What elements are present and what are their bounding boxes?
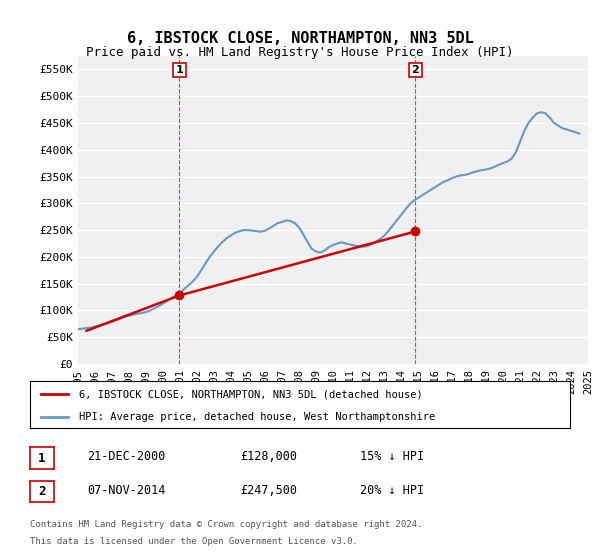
- Text: 2: 2: [38, 485, 46, 498]
- Text: HPI: Average price, detached house, West Northamptonshire: HPI: Average price, detached house, West…: [79, 412, 435, 422]
- Text: Contains HM Land Registry data © Crown copyright and database right 2024.: Contains HM Land Registry data © Crown c…: [30, 520, 422, 529]
- Text: 21-DEC-2000: 21-DEC-2000: [87, 450, 166, 463]
- Text: 1: 1: [176, 65, 184, 75]
- Text: 6, IBSTOCK CLOSE, NORTHAMPTON, NN3 5DL (detached house): 6, IBSTOCK CLOSE, NORTHAMPTON, NN3 5DL (…: [79, 389, 422, 399]
- Text: 6, IBSTOCK CLOSE, NORTHAMPTON, NN3 5DL: 6, IBSTOCK CLOSE, NORTHAMPTON, NN3 5DL: [127, 31, 473, 46]
- Text: Price paid vs. HM Land Registry's House Price Index (HPI): Price paid vs. HM Land Registry's House …: [86, 46, 514, 59]
- Text: £247,500: £247,500: [240, 483, 297, 497]
- Text: This data is licensed under the Open Government Licence v3.0.: This data is licensed under the Open Gov…: [30, 537, 358, 546]
- Text: 2: 2: [412, 65, 419, 75]
- Text: 07-NOV-2014: 07-NOV-2014: [87, 483, 166, 497]
- Text: 20% ↓ HPI: 20% ↓ HPI: [360, 483, 424, 497]
- Text: 1: 1: [38, 451, 46, 465]
- Text: £128,000: £128,000: [240, 450, 297, 463]
- Text: 15% ↓ HPI: 15% ↓ HPI: [360, 450, 424, 463]
